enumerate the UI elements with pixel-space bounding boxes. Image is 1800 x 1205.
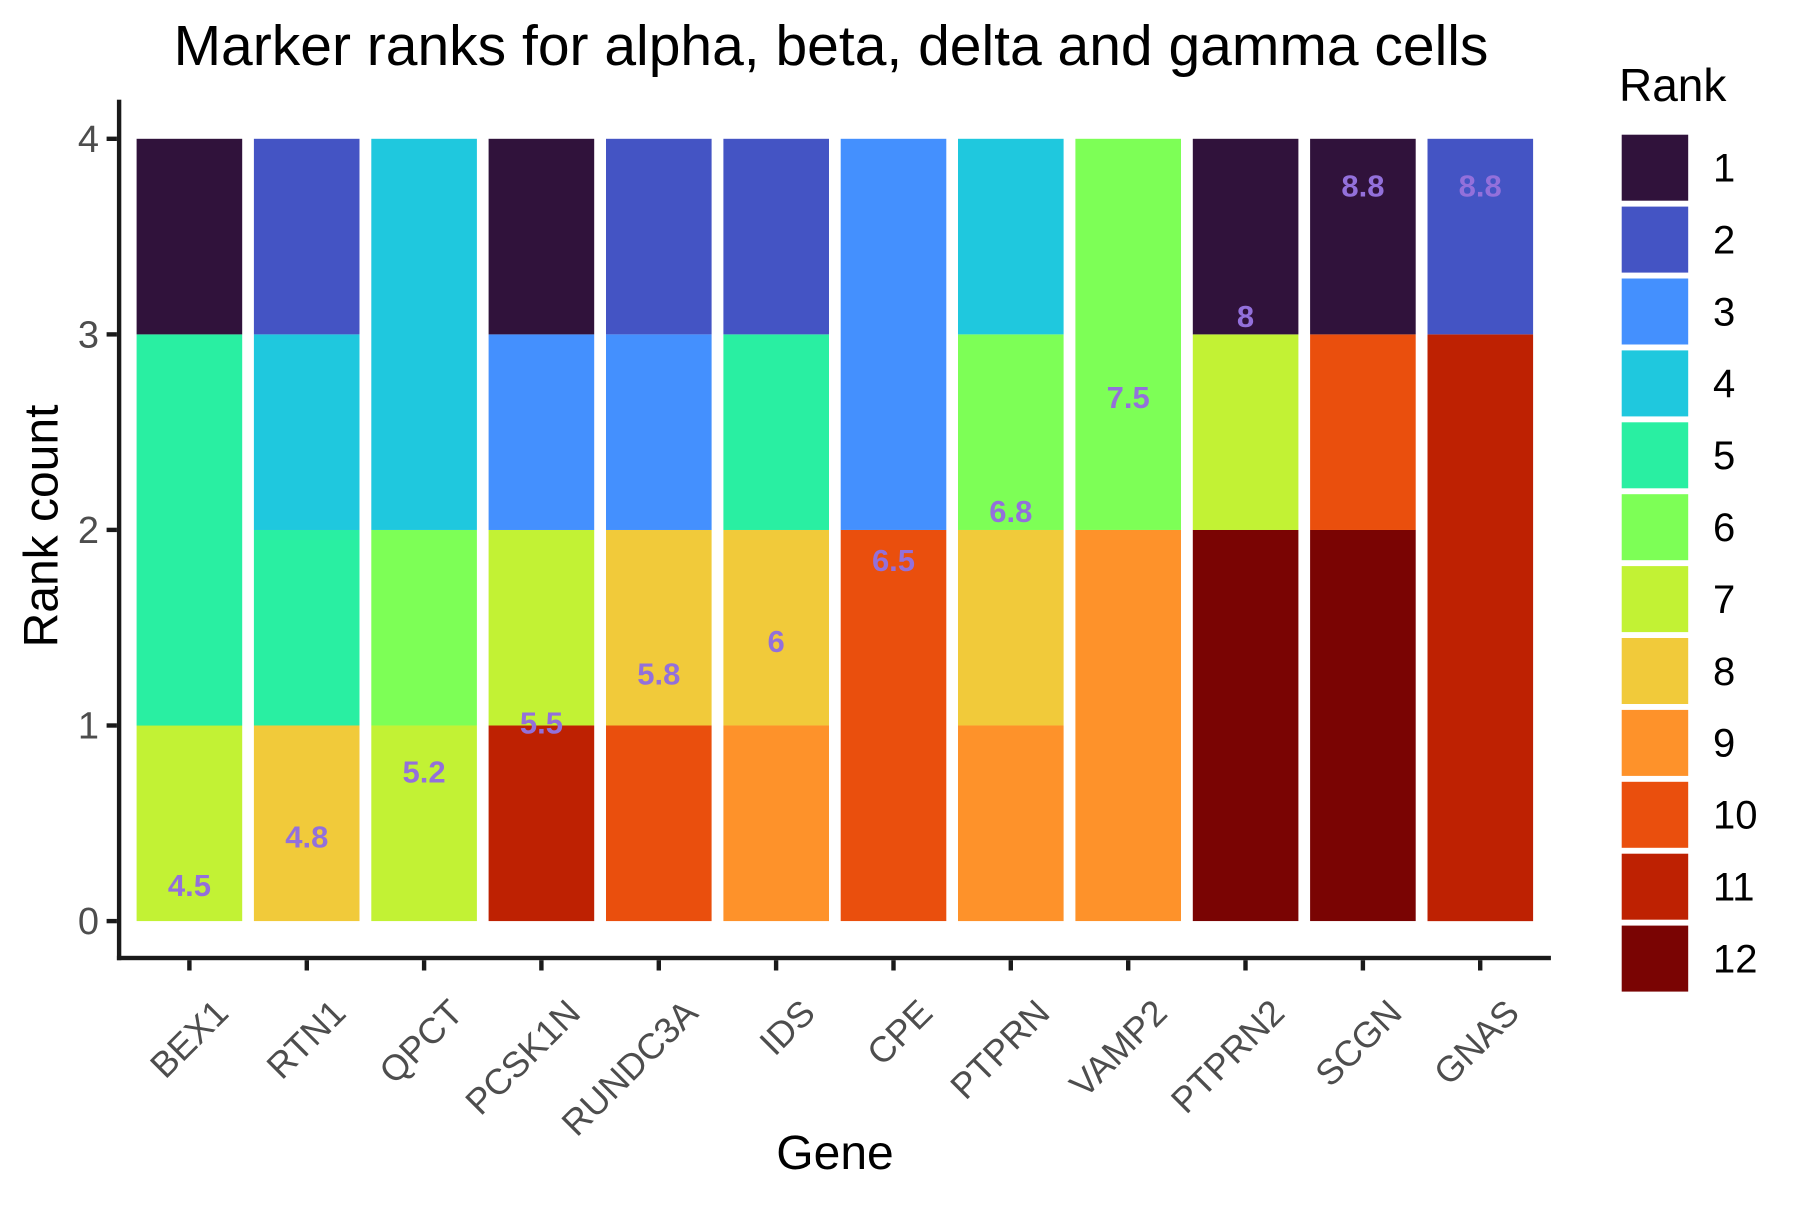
- svg-text:4.8: 4.8: [285, 819, 328, 854]
- svg-text:10: 10: [1713, 794, 1758, 838]
- svg-text:4: 4: [1713, 362, 1735, 406]
- svg-text:0: 0: [78, 901, 99, 943]
- svg-text:6: 6: [767, 624, 784, 659]
- svg-text:12: 12: [1713, 937, 1758, 981]
- svg-text:Rank count: Rank count: [16, 405, 69, 648]
- svg-text:8: 8: [1713, 650, 1735, 694]
- svg-text:11: 11: [1713, 866, 1755, 910]
- svg-text:6.5: 6.5: [872, 543, 915, 578]
- svg-text:6.8: 6.8: [989, 494, 1032, 529]
- svg-text:7.5: 7.5: [1107, 380, 1150, 415]
- svg-text:3: 3: [1713, 290, 1735, 334]
- svg-text:5.8: 5.8: [637, 657, 680, 692]
- svg-text:8.8: 8.8: [1459, 169, 1502, 204]
- svg-text:8.8: 8.8: [1341, 169, 1384, 204]
- svg-text:5: 5: [1713, 434, 1735, 478]
- svg-text:4.5: 4.5: [168, 868, 211, 903]
- svg-text:Gene: Gene: [776, 1127, 893, 1180]
- svg-text:5.5: 5.5: [520, 706, 563, 741]
- svg-text:Marker ranks for alpha, beta,: Marker ranks for alpha, beta, delta and …: [174, 14, 1489, 78]
- svg-text:7: 7: [1713, 578, 1735, 622]
- svg-text:5.2: 5.2: [403, 754, 446, 789]
- svg-text:2: 2: [78, 510, 99, 552]
- svg-text:2: 2: [1713, 218, 1735, 262]
- svg-text:4: 4: [78, 119, 99, 161]
- svg-text:1: 1: [1713, 147, 1735, 191]
- svg-text:9: 9: [1713, 722, 1735, 766]
- svg-text:6: 6: [1713, 506, 1735, 550]
- svg-text:Rank: Rank: [1619, 59, 1727, 111]
- svg-text:1: 1: [78, 706, 99, 748]
- svg-text:3: 3: [78, 314, 99, 356]
- svg-text:8: 8: [1237, 299, 1254, 334]
